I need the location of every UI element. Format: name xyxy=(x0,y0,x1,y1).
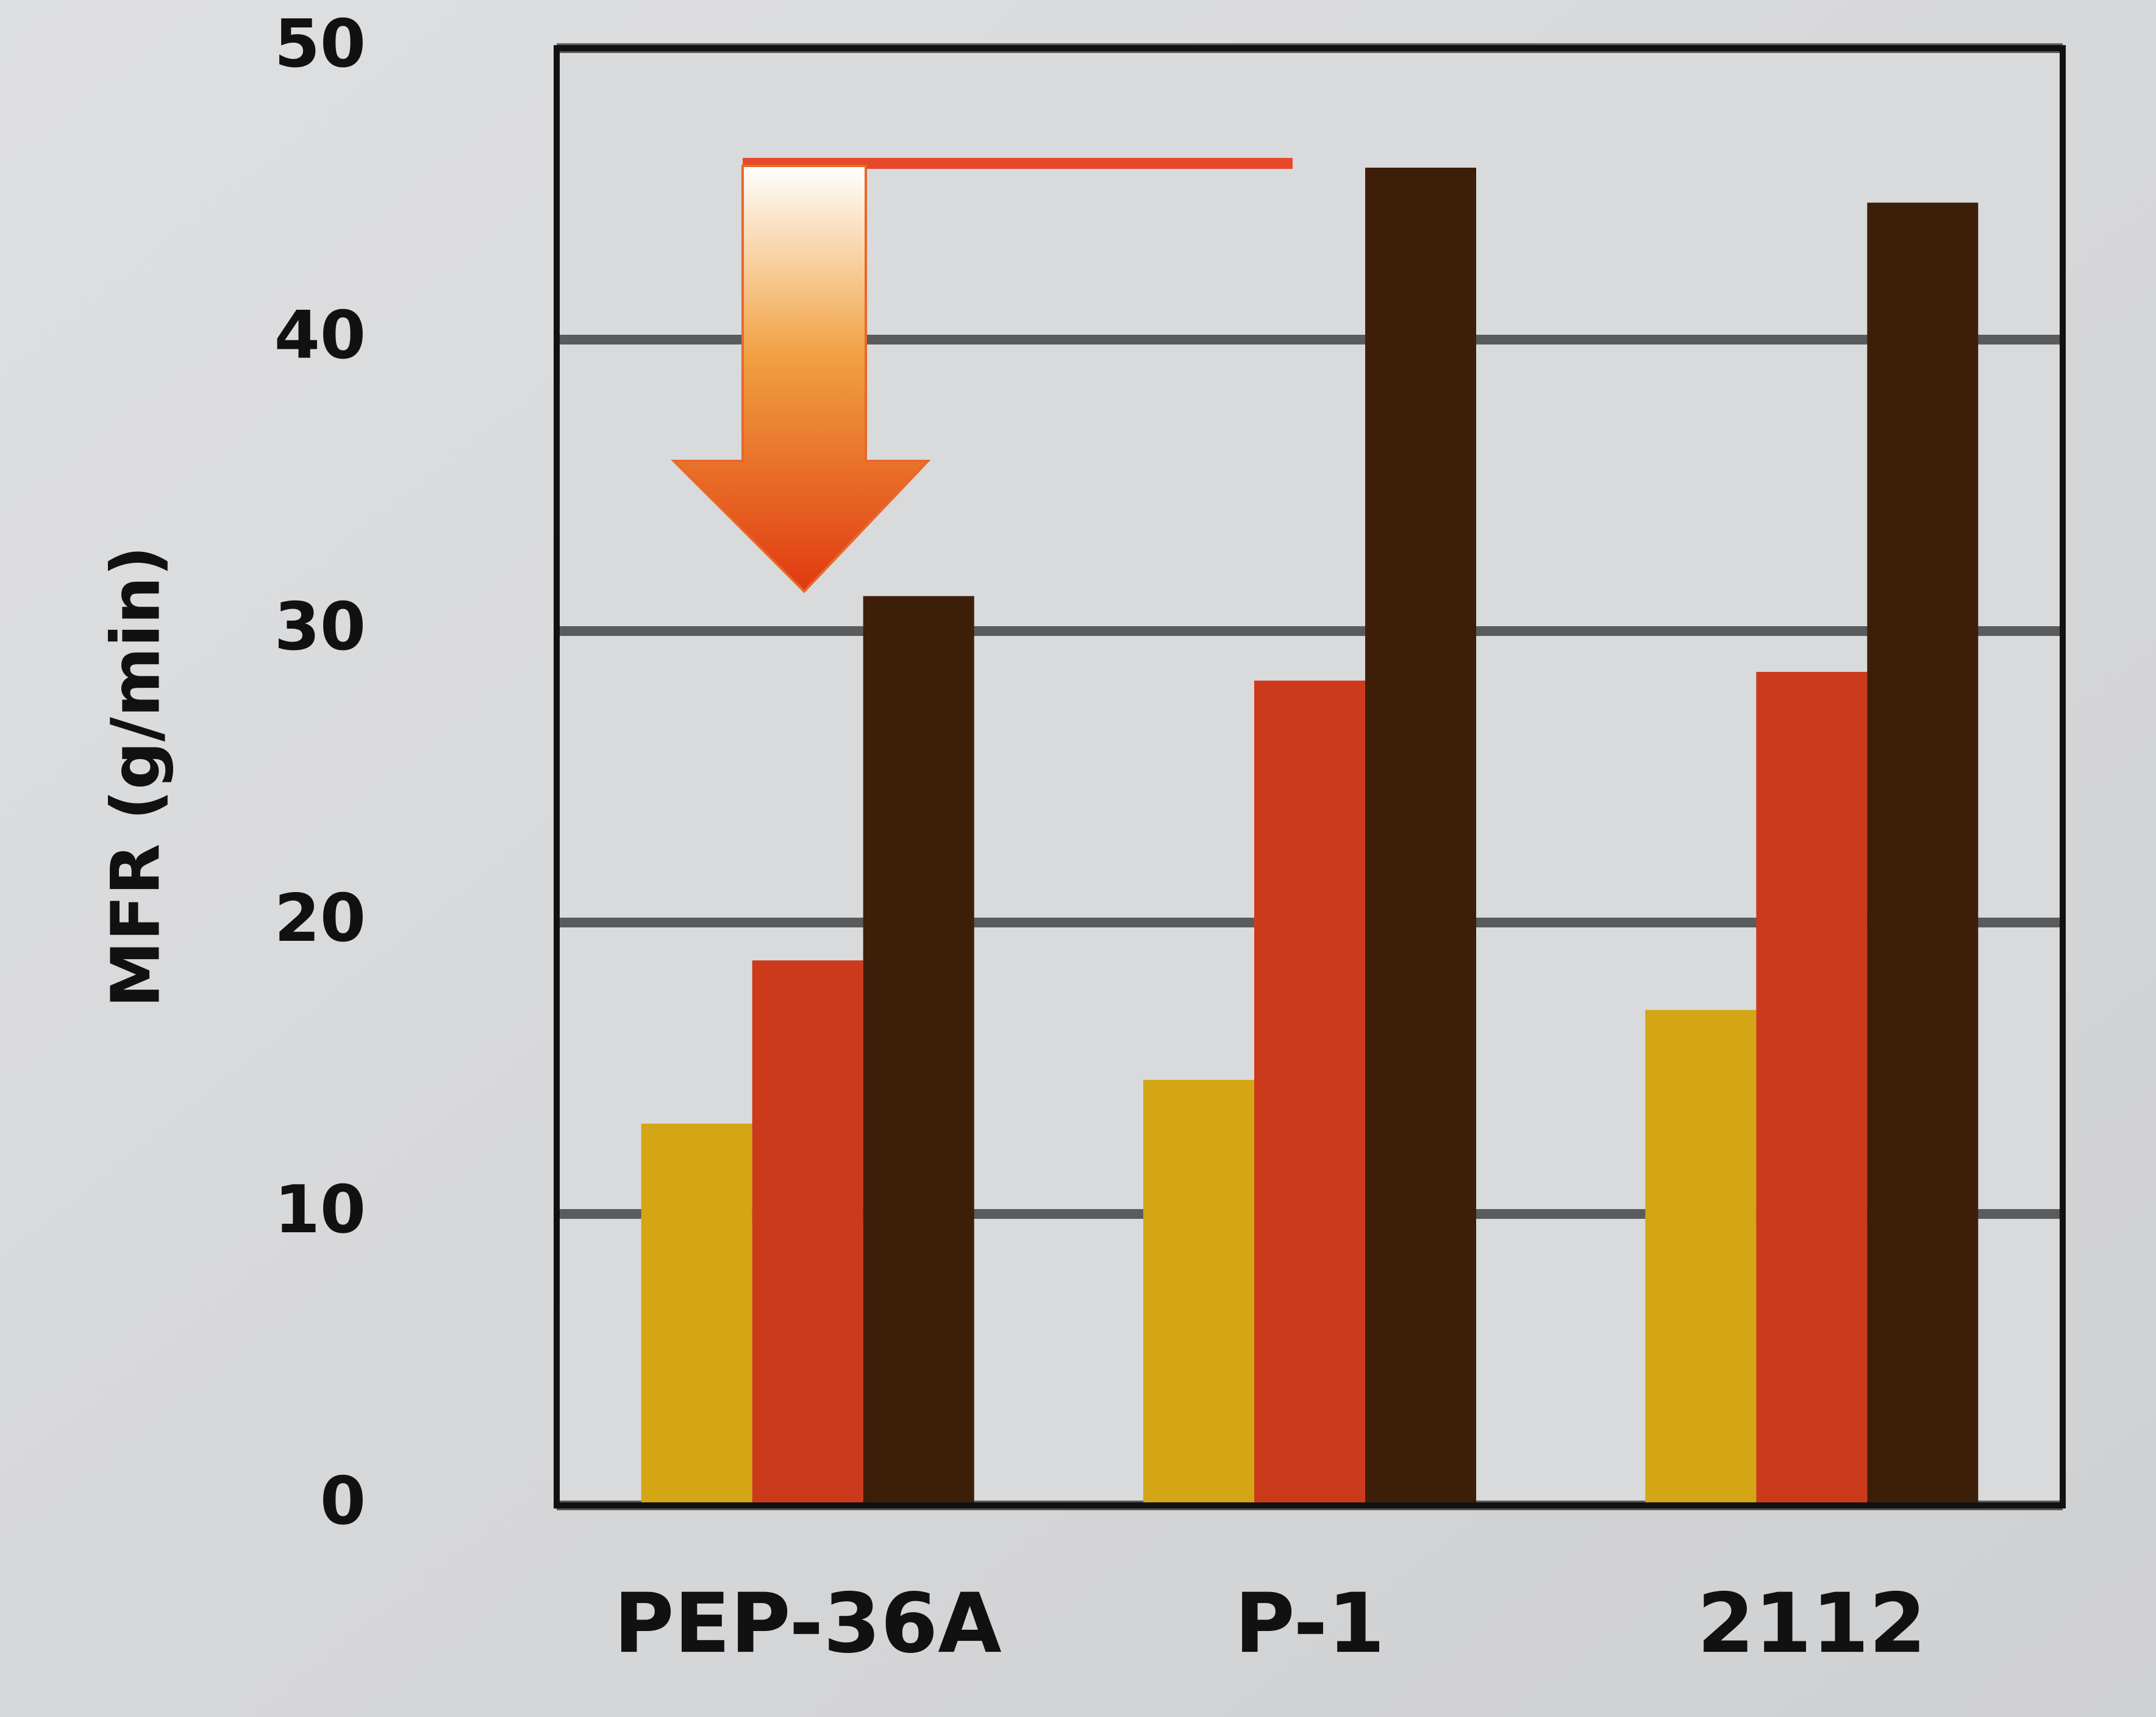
arrow xyxy=(671,165,931,593)
y-tick-label: 40 xyxy=(274,298,366,374)
y-tick-label: 20 xyxy=(274,880,366,957)
y-tick-label: 10 xyxy=(274,1172,366,1248)
bar xyxy=(1143,1080,1254,1505)
bar xyxy=(1867,202,1979,1505)
y-tick-label: 30 xyxy=(274,589,366,665)
y-axis-label: MFR (g/min) xyxy=(96,546,174,1008)
y-tick-label: 0 xyxy=(320,1463,366,1540)
y-tick-label: 50 xyxy=(274,6,366,82)
bar xyxy=(641,1123,752,1505)
bar xyxy=(1756,671,1868,1505)
x-tick-label: P-1 xyxy=(1235,1576,1385,1671)
bar xyxy=(1645,1010,1757,1505)
plot-area: 0 10 20 30 40 50 PEP-36A P-1 2112 xyxy=(274,6,2066,1671)
bar xyxy=(863,596,974,1505)
bar xyxy=(1254,680,1365,1505)
x-tick-label: 2112 xyxy=(1697,1576,1926,1671)
x-tick-label: PEP-36A xyxy=(614,1576,1002,1671)
bar xyxy=(752,960,863,1505)
plot-frame xyxy=(554,45,2066,1508)
bar xyxy=(1365,167,1476,1506)
